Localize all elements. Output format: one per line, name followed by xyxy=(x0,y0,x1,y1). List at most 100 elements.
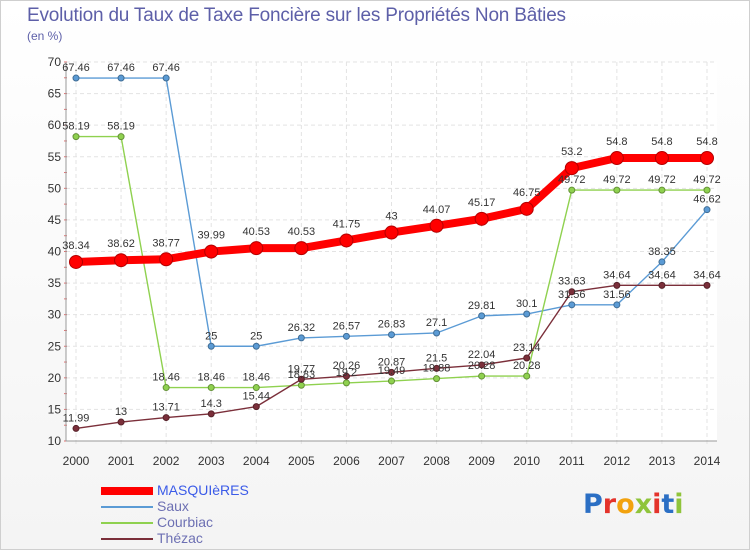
data-point xyxy=(568,301,576,309)
data-point xyxy=(613,281,621,289)
data-point xyxy=(294,241,309,256)
data-label: 20.28 xyxy=(513,360,541,372)
data-label: 46.62 xyxy=(693,194,721,206)
data-point xyxy=(433,329,441,337)
y-tick-label: 25 xyxy=(48,339,62,353)
data-point xyxy=(613,186,621,194)
data-label: 20.28 xyxy=(468,360,496,372)
data-label: 38.34 xyxy=(62,240,90,252)
data-label: 40.53 xyxy=(288,226,316,238)
data-point xyxy=(252,342,260,350)
data-point xyxy=(388,377,395,385)
data-point xyxy=(703,206,711,214)
legend-label: Saux xyxy=(157,498,189,514)
logo-letter: P xyxy=(583,489,603,520)
data-label: 19.2 xyxy=(336,367,357,379)
data-label: 18.46 xyxy=(243,372,271,384)
data-point xyxy=(658,258,666,266)
data-label: 11.99 xyxy=(63,412,90,424)
data-label: 13.71 xyxy=(152,402,180,414)
axes: 10 15 20 25 30 35 40 45 50 55 60 65 70 2000 2001 2002 20… xyxy=(48,55,721,468)
data-label: 25 xyxy=(205,330,217,342)
x-tick-label: 2005 xyxy=(288,454,315,468)
data-point xyxy=(252,403,260,411)
legend-item: Thézac xyxy=(101,530,361,547)
data-label: 40.53 xyxy=(243,226,271,238)
x-tick-label: 2014 xyxy=(694,454,721,468)
chart-unit-label: (en %) xyxy=(27,29,63,43)
logo-letter: i xyxy=(674,489,684,520)
data-point xyxy=(297,375,305,383)
data-label: 39.99 xyxy=(197,230,225,242)
data-label: 30.1 xyxy=(516,298,537,310)
logo-letter: t xyxy=(661,489,675,520)
data-point xyxy=(388,368,395,376)
legend-label: Courbiac xyxy=(157,514,214,530)
logo-letter: o xyxy=(616,489,635,520)
legend-item: Courbiac xyxy=(101,514,361,531)
x-tick-label: 2001 xyxy=(108,454,135,468)
data-label: 22.04 xyxy=(468,349,496,361)
x-tick-label: 2003 xyxy=(198,454,225,468)
data-point xyxy=(72,74,80,82)
data-point xyxy=(564,161,579,176)
data-point xyxy=(117,133,125,141)
data-point xyxy=(568,288,576,296)
data-label: 34.64 xyxy=(603,269,631,281)
data-point xyxy=(162,74,170,82)
data-point xyxy=(297,334,305,342)
data-point xyxy=(613,301,621,309)
x-tick-label: 2000 xyxy=(63,454,90,468)
data-point xyxy=(117,74,125,82)
data-labels: 38.34 38.62 38.77 39.99 40.53 40.53 41.75 43 44.… xyxy=(62,62,721,424)
logo-letter: i xyxy=(652,489,662,520)
data-point xyxy=(654,151,669,166)
y-tick-label: 45 xyxy=(48,213,62,227)
data-label: 27.1 xyxy=(426,317,447,329)
data-point xyxy=(474,211,489,226)
data-label: 38.62 xyxy=(107,238,135,250)
data-label: 26.32 xyxy=(288,322,316,334)
data-label: 53.2 xyxy=(561,146,582,158)
data-label: 49.72 xyxy=(693,174,721,186)
legend-label: MASQUIèRES xyxy=(157,482,249,498)
data-label: 31.56 xyxy=(603,289,631,301)
data-label: 34.64 xyxy=(693,269,721,281)
legend-label: Thézac xyxy=(157,530,203,546)
data-point xyxy=(204,244,219,259)
y-tick-label: 55 xyxy=(48,150,62,164)
data-point xyxy=(658,281,666,289)
data-label: 18.83 xyxy=(288,369,316,381)
data-label: 19.88 xyxy=(423,363,451,375)
x-tick-label: 2004 xyxy=(243,454,270,468)
data-label: 29.81 xyxy=(468,300,496,312)
x-tick-label: 2007 xyxy=(378,454,405,468)
data-point xyxy=(658,186,666,194)
data-point xyxy=(703,281,711,289)
data-label: 54.8 xyxy=(696,136,717,148)
data-point xyxy=(207,410,215,418)
data-label: 14.3 xyxy=(201,398,222,410)
data-label: 54.8 xyxy=(606,136,627,148)
data-point xyxy=(117,418,125,426)
data-point xyxy=(72,133,80,141)
data-label: 26.57 xyxy=(333,320,361,332)
legend: MASQUIèRES Saux Courbiac Thézac xyxy=(101,482,361,547)
y-tick-label: 50 xyxy=(48,181,62,195)
data-label: 54.8 xyxy=(651,136,672,148)
data-label: 34.64 xyxy=(648,269,676,281)
data-point xyxy=(478,361,486,369)
data-point xyxy=(252,384,260,392)
data-label: 67.46 xyxy=(62,62,90,74)
data-point xyxy=(162,384,170,392)
y-tick-label: 65 xyxy=(48,87,62,101)
x-tick-label: 2010 xyxy=(513,454,540,468)
data-point xyxy=(342,379,350,387)
x-tick-label: 2013 xyxy=(649,454,676,468)
data-label: 38.35 xyxy=(648,246,676,258)
data-point xyxy=(342,372,350,380)
data-point xyxy=(339,233,354,248)
legend-item: MASQUIèRES xyxy=(101,482,361,499)
x-tick-label: 2006 xyxy=(333,454,360,468)
